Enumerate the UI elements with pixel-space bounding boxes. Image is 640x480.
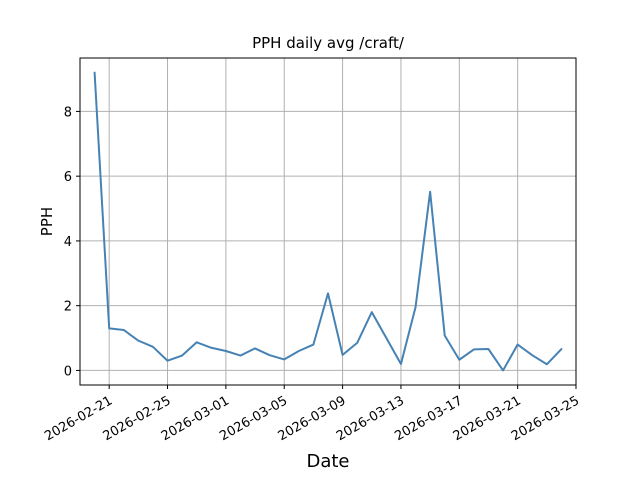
y-axis-label: PPH [38, 207, 56, 236]
y-tick-label: 6 [64, 170, 72, 185]
y-tick-label: 8 [64, 105, 72, 120]
chart-title: PPH daily avg /craft/ [252, 34, 405, 52]
y-tick-label: 4 [64, 235, 72, 250]
y-tick-label: 0 [64, 364, 72, 379]
y-tick-label: 2 [64, 300, 72, 315]
data-series-line [93, 71, 563, 372]
x-axis-label: Date [306, 451, 349, 472]
plot-area-frame [79, 57, 577, 386]
series-layer [93, 71, 563, 372]
